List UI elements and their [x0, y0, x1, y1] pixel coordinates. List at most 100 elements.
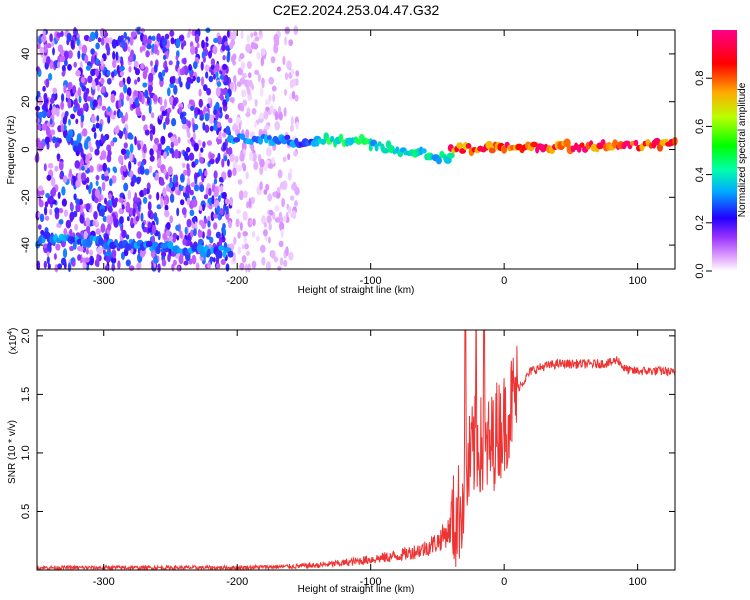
- spectrogram-cell: [129, 152, 134, 162]
- spectrogram-cell: [222, 88, 228, 95]
- spectrogram-cell: [191, 254, 197, 265]
- spectrogram-cell: [274, 205, 280, 212]
- spectrogram-cell: [129, 170, 134, 177]
- spectrogram-cell: [294, 200, 298, 207]
- spectrogram-cell: [260, 48, 266, 56]
- spectrogram-cell: [106, 249, 112, 257]
- spectrogram-cell: [118, 155, 124, 164]
- spectrogram-cell: [653, 137, 661, 146]
- spectrogram-cell: [200, 147, 204, 153]
- spectrogram-cell: [125, 201, 131, 212]
- spectrogram-cell: [163, 54, 167, 61]
- spectrogram-cell: [213, 73, 216, 80]
- spectrogram-cell: [199, 184, 205, 193]
- spectrogram-cell: [274, 111, 279, 121]
- spectrogram-cell: [106, 70, 111, 77]
- spectrogram-cell: [250, 32, 254, 38]
- spectrogram-cell: [245, 171, 249, 180]
- spectrogram-cell: [65, 134, 72, 143]
- spectrogram-cell: [155, 246, 161, 255]
- spectrogram-cell: [123, 84, 128, 94]
- spectrogram-cell: [163, 121, 166, 130]
- spectrogram-cell: [215, 63, 220, 73]
- spectrogram-cell: [95, 180, 99, 186]
- spectrogram-cell: [100, 57, 104, 67]
- spectrogram-cell: [241, 255, 247, 263]
- spectrogram-cell: [95, 122, 100, 129]
- spectrogram-cell: [293, 150, 298, 157]
- spectrogram-cell: [35, 117, 40, 124]
- spectrogram-cell: [435, 156, 442, 165]
- spectrogram-cell: [63, 209, 69, 217]
- spectrogram-cell: [261, 215, 266, 225]
- colorbar-ticks: 0.0 0.2 0.4 0.6 0.8: [694, 71, 712, 279]
- spectrogram-cell: [176, 207, 180, 217]
- spectrogram-cell: [633, 139, 639, 147]
- spectrogram-cell: [215, 157, 220, 165]
- spectrogram-cell: [126, 95, 130, 102]
- spectrogram-cell: [227, 169, 232, 178]
- spectrogram-cell: [57, 61, 61, 69]
- spectrogram-cell: [95, 42, 100, 50]
- spectrogram-cell: [52, 136, 57, 144]
- snr-y-multiplier-exponent: 4: [7, 331, 14, 335]
- spectrogram-cell: [271, 85, 277, 92]
- spectrogram-cell: [249, 151, 254, 161]
- spectrogram-cell: [70, 113, 76, 120]
- spectrogram-cell: [213, 109, 217, 116]
- spectrogram-cell: [89, 98, 94, 109]
- spectrogram-cell: [291, 90, 296, 100]
- spectrogram-x-ticks: -300 -200 -100 0 100: [93, 30, 647, 287]
- spectrogram-cell: [67, 64, 72, 71]
- spectrogram-cell: [80, 246, 84, 252]
- spectrogram-cell: [76, 133, 82, 143]
- spectrogram-cell: [101, 105, 107, 111]
- spectrogram-cell: [271, 157, 275, 165]
- spectrogram-cell: [246, 61, 252, 69]
- spectrogram-cell: [75, 179, 81, 188]
- x-tick-label: -200: [226, 275, 248, 287]
- spectrogram-cell: [49, 118, 53, 125]
- spectrogram-cell: [123, 182, 129, 192]
- spectrogram-cell: [160, 198, 164, 208]
- spectrogram-cell: [54, 207, 60, 214]
- spectrogram-cell: [36, 152, 40, 163]
- colorbar: 0.0 0.2 0.4 0.6 0.8 Normalized spectral ampl…: [694, 30, 748, 279]
- spectrogram-cell: [69, 245, 75, 252]
- snr-y-axis-label: SNR (10 * v/v): [7, 420, 18, 484]
- spectrogram-cell: [45, 192, 50, 199]
- spectrogram-cell: [241, 162, 246, 169]
- spectrogram-cell: [111, 39, 117, 49]
- spectrogram-cell: [95, 68, 99, 77]
- spectrogram-cell: [93, 131, 97, 139]
- spectrogram-cell: [184, 226, 188, 235]
- spectrogram-cell: [188, 64, 192, 71]
- spectrogram-cell: [119, 216, 124, 225]
- spectrogram-cell: [289, 195, 295, 201]
- spectrogram-cell: [77, 254, 82, 261]
- spectrogram-cell: [80, 113, 85, 123]
- spectrogram-x-axis-label: Height of straight line (km): [298, 285, 415, 296]
- spectrogram-cell: [166, 112, 170, 119]
- spectrogram-cell: [159, 96, 163, 106]
- spectrogram-cell: [238, 122, 242, 131]
- spectrogram-cell: [217, 35, 222, 45]
- spectrogram-cell: [216, 205, 221, 213]
- spectrogram-cell: [107, 78, 110, 85]
- spectrogram-cell: [79, 214, 84, 224]
- spectrogram-cell: [48, 73, 53, 81]
- spectrogram-cell: [146, 96, 150, 105]
- spectrogram-cell: [182, 186, 186, 193]
- spectrogram-cell: [100, 77, 105, 85]
- spectrogram-cell: [209, 236, 214, 244]
- spectrogram-cell: [148, 104, 152, 114]
- spectrogram-cell: [92, 99, 98, 108]
- spectrogram-cell: [488, 147, 496, 154]
- spectrogram-cell: [112, 137, 118, 143]
- spectrogram-cell: [213, 37, 219, 44]
- spectrogram-cell: [150, 60, 153, 67]
- spectrogram-cell: [286, 60, 292, 70]
- spectrogram-cell: [117, 260, 121, 270]
- spectrogram-cell: [67, 262, 72, 273]
- spectrogram-cell: [134, 79, 138, 85]
